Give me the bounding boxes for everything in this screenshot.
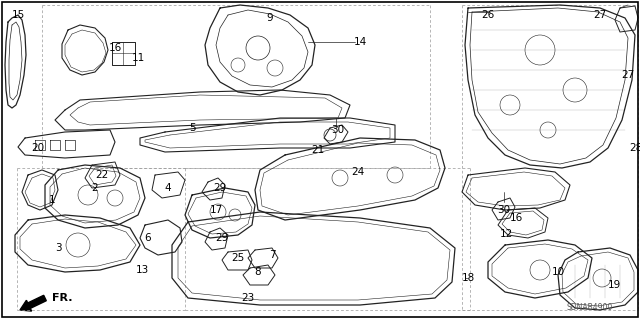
Text: 20: 20 <box>31 143 45 153</box>
Text: 29: 29 <box>216 233 228 243</box>
Text: 12: 12 <box>499 229 513 239</box>
Text: 17: 17 <box>209 205 223 215</box>
Text: 13: 13 <box>136 265 148 275</box>
Text: 27: 27 <box>621 70 635 80</box>
Text: SDNAB4900: SDNAB4900 <box>567 303 613 313</box>
Text: 8: 8 <box>255 267 261 277</box>
Text: 9: 9 <box>267 13 273 23</box>
Text: 15: 15 <box>12 10 24 20</box>
Text: 14: 14 <box>353 37 367 47</box>
Text: 4: 4 <box>164 183 172 193</box>
Text: 24: 24 <box>351 167 365 177</box>
Text: FR.: FR. <box>52 293 72 303</box>
Text: 10: 10 <box>552 267 564 277</box>
Text: 16: 16 <box>108 43 122 53</box>
Text: 26: 26 <box>481 10 495 20</box>
Text: 18: 18 <box>461 273 475 283</box>
Text: 27: 27 <box>593 10 607 20</box>
Text: 7: 7 <box>269 250 275 260</box>
Text: 21: 21 <box>312 145 324 155</box>
Text: 2: 2 <box>92 183 99 193</box>
Text: 25: 25 <box>232 253 244 263</box>
Text: 16: 16 <box>509 213 523 223</box>
Text: 1: 1 <box>49 195 55 205</box>
Text: 11: 11 <box>131 53 145 63</box>
Text: 23: 23 <box>241 293 255 303</box>
Text: 22: 22 <box>95 170 109 180</box>
Text: 3: 3 <box>54 243 61 253</box>
Text: 19: 19 <box>607 280 621 290</box>
FancyArrow shape <box>20 295 46 311</box>
Text: 29: 29 <box>213 183 227 193</box>
Text: 30: 30 <box>497 205 511 215</box>
Text: 6: 6 <box>145 233 151 243</box>
Text: 30: 30 <box>332 125 344 135</box>
Text: 28: 28 <box>629 143 640 153</box>
Text: 5: 5 <box>189 123 196 133</box>
